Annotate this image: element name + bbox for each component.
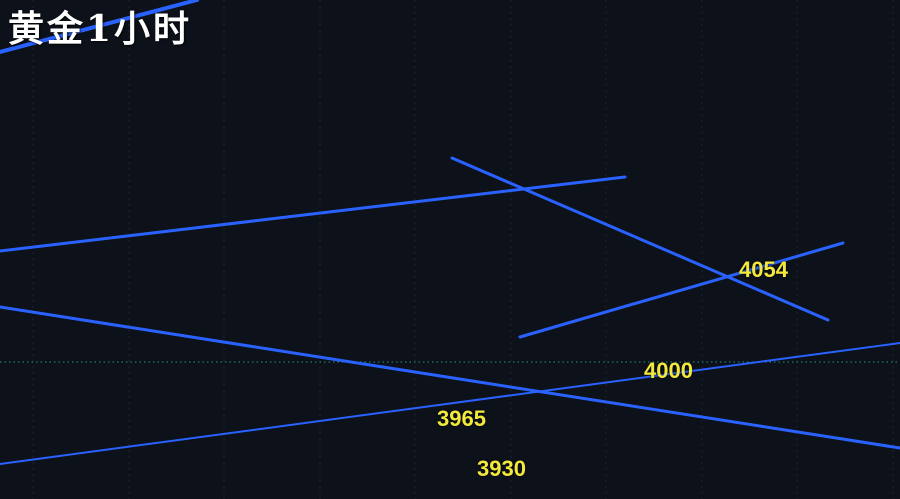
price-level-label-3930[interactable]: 3930 <box>477 456 526 481</box>
blue-trendline <box>0 342 900 465</box>
blue-trendline <box>0 305 900 450</box>
price-level-label-3965[interactable]: 3965 <box>437 406 486 431</box>
blue-trendlines-layer <box>0 0 900 465</box>
chart-title-annotation[interactable]: 黄金1小时 <box>8 8 193 50</box>
price-level-label-4000[interactable]: 4000 <box>644 358 693 383</box>
blue-trendline <box>450 156 830 322</box>
blue-trendline <box>0 0 199 54</box>
blue-trendline <box>0 175 627 253</box>
blue-trendline <box>518 241 845 339</box>
price-level-label-4054[interactable]: 4054 <box>739 257 788 282</box>
